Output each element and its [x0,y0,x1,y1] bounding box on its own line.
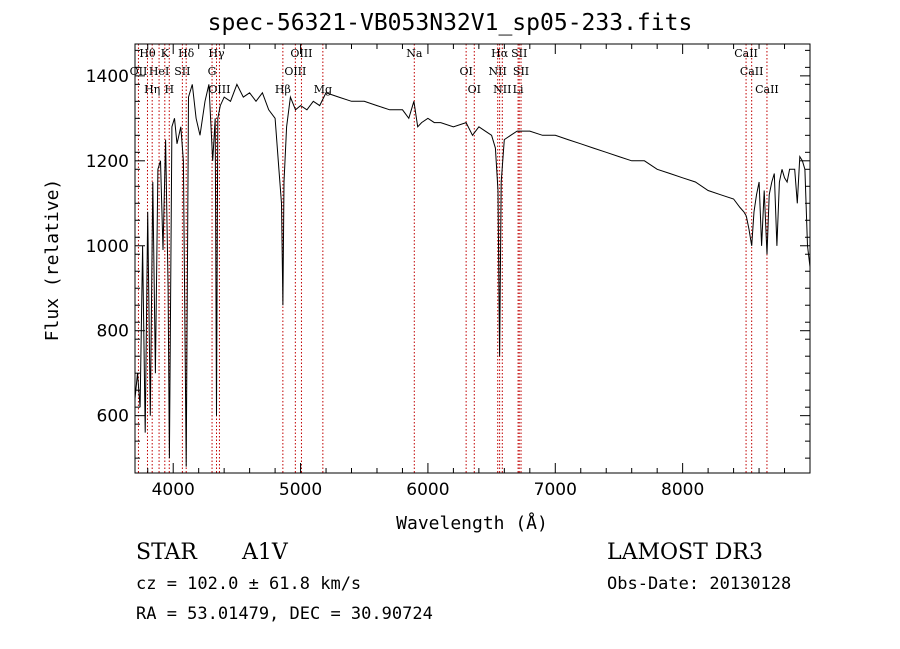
line-label-26: CaII [755,83,779,96]
line-label-21: SII [511,47,527,60]
line-label-15: Na [406,47,423,60]
plot-frame [134,43,811,474]
line-label-5: H [164,83,174,96]
reference-lines [137,44,768,473]
line-label-13: OIII [284,65,306,78]
line-label-8: OIII [208,83,230,96]
x-tick-label-3: 7000 [534,480,577,500]
line-label-22: SII [513,65,529,78]
coordinates: RA = 53.01479, DEC = 30.90724 [136,604,433,624]
spectrum-line [134,83,811,467]
survey-name: LAMOST DR3 [607,540,763,565]
x-tick-label-0: 4000 [152,480,195,500]
line-label-1: OII [130,65,148,78]
line-label-10: G [208,65,217,78]
line-label-20: NII [493,83,511,96]
line-label-2: Hη [144,83,160,96]
line-label-19: NII [489,65,507,78]
line-label-9: Hγ [208,47,225,60]
line-label-24: CaII [734,47,758,60]
line-label-25: CaII [740,65,764,78]
line-label-6: Hδ [178,47,195,60]
line-label-3: K [161,47,170,60]
y-tick-label-3: 1200 [86,152,129,172]
axis-ticks: 4000 5000 6000 7000 8000 600 800 1000 1200 1400 [86,44,810,500]
redshift-velocity: cz = 102.0 ± 61.8 km/s [136,574,362,594]
y-tick-label-2: 1000 [86,237,129,257]
line-label-7: SII [174,65,190,78]
y-tick-label-0: 600 [97,407,129,427]
line-label-11: Hβ [275,83,291,96]
chart-title: spec-56321-VB053N32V1_sp05-233.fits [207,10,693,36]
x-tick-label-1: 5000 [279,480,322,500]
y-axis-label: Flux (relative) [42,179,63,342]
y-tick-label-1: 800 [97,322,129,342]
line-label-18: Hα [491,47,509,60]
line-label-17: OI [468,83,481,96]
subclass: A1V [242,540,288,565]
line-labels: Hθ OII Hη K HeI H Hδ SII OIII Hγ G Hβ OIII OIII Mg Na OI… [130,47,779,96]
y-tick-label-4: 1400 [86,67,129,87]
x-tick-label-4: 8000 [661,480,704,500]
line-label-23: Li [513,83,524,96]
line-label-4: HeI [149,65,169,78]
object-type: STAR [136,540,197,565]
line-label-16: OI [459,65,472,78]
x-tick-label-2: 6000 [406,480,449,500]
line-label-14: Mg [314,83,332,96]
line-label-0: Hθ [139,47,156,60]
observation-date: Obs-Date: 20130128 [607,574,792,594]
x-axis-label: Wavelength (Å) [396,512,548,534]
line-label-12: OIII [290,47,312,60]
